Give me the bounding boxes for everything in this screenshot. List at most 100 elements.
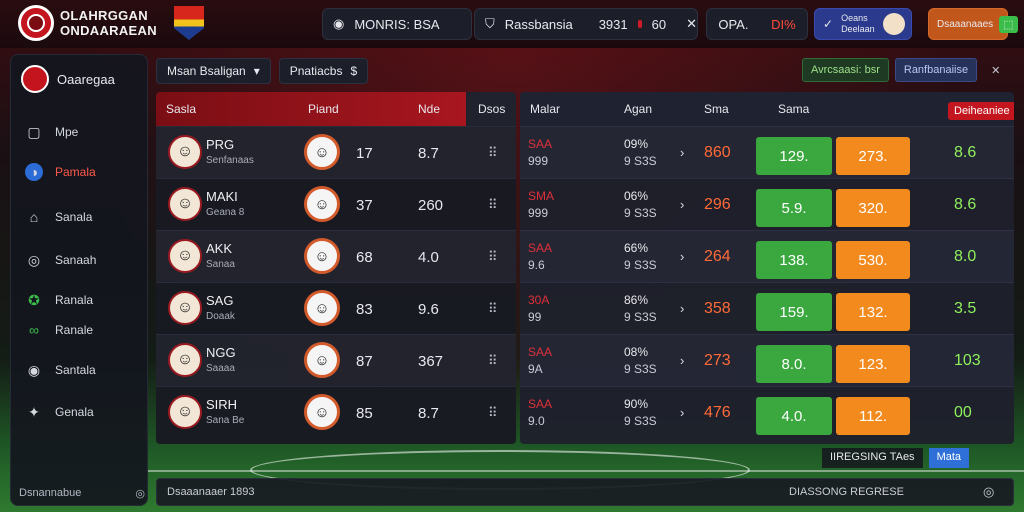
stat-value: 8.7 xyxy=(418,145,439,162)
sidebar-item-label: Pamala xyxy=(55,165,96,179)
table-row[interactable]: ☺ AKK Sanaa ☺ 68 4.0 ⠿ xyxy=(156,230,516,282)
sidebar: Oaaregaa ▢ Mpe ◑ Pamala ⌂ Sanala ◎ Sanaa… xyxy=(10,54,148,506)
chevron-right-icon[interactable]: › xyxy=(680,197,685,212)
odds-button-away[interactable]: 273. xyxy=(836,137,910,175)
odds-percent: 86% xyxy=(624,293,649,307)
search-text: MONRIS: BSA xyxy=(354,16,440,32)
table-row[interactable]: ☺ PRG Senfanaas ☺ 17 8.7 ⠿ xyxy=(156,126,516,178)
sidebar-item-sanaah[interactable]: ◎ Sanaah xyxy=(25,251,96,269)
team-badge-icon: ☺ xyxy=(304,186,340,222)
chevron-right-icon[interactable]: › xyxy=(680,353,685,368)
column-header[interactable]: Malar xyxy=(530,102,561,116)
more-options-icon[interactable]: ⠿ xyxy=(488,145,498,160)
more-options-icon[interactable]: ⠿ xyxy=(488,301,498,316)
odds-summary[interactable]: OPA. DI% xyxy=(706,8,808,40)
sidebar-item-label: Sanaah xyxy=(55,253,97,267)
odds-button-away[interactable]: 112. xyxy=(836,397,910,435)
odds-button-away[interactable]: 320. xyxy=(836,189,910,227)
sidebar-item-santala[interactable]: ◉ Santala xyxy=(25,361,96,379)
sidebar-item-label: Mpe xyxy=(55,125,79,139)
odds-button-home[interactable]: 8.0. xyxy=(756,345,832,383)
brand-line-2: ONDAARAEAN xyxy=(60,23,157,38)
more-options-icon[interactable]: ⠿ xyxy=(488,405,498,420)
live-tag[interactable]: Deiheaniee xyxy=(948,102,1014,120)
sidebar-footer-label: Dsnannabue xyxy=(19,487,82,499)
odds-button-home[interactable]: 129. xyxy=(756,137,832,175)
league-dropdown[interactable]: Msan Bsaligan ▾ xyxy=(156,58,271,84)
odds-value: 860 xyxy=(704,144,731,161)
action-button-1[interactable]: Avrcsaasi: bsr xyxy=(802,58,889,82)
player-name: NGG xyxy=(206,345,236,360)
column-header[interactable]: Agan xyxy=(624,102,653,116)
close-icon[interactable]: ✕ xyxy=(686,16,697,31)
column-header[interactable]: Nde xyxy=(418,102,441,116)
odds-button-home[interactable]: 5.9. xyxy=(756,189,832,227)
wallet-label: Dsaaanaaes xyxy=(937,18,994,30)
odds-row[interactable]: SAA 9.0 90% 9 S3S › 476 4.0. 112. 00 xyxy=(520,386,1014,438)
odds-result: 3.5 xyxy=(954,300,977,317)
table-row[interactable]: ☺ SIRH Sana Be ☺ 85 8.7 ⠿ xyxy=(156,386,516,438)
odds-button-home[interactable]: 159. xyxy=(756,293,832,331)
player-subtitle: Geana 8 xyxy=(206,207,245,218)
odds-button-away[interactable]: 132. xyxy=(836,293,910,331)
column-header[interactable]: Sma xyxy=(704,102,729,116)
sidebar-item-mpe[interactable]: ▢ Mpe xyxy=(25,123,78,141)
chevron-right-icon[interactable]: › xyxy=(680,301,685,316)
search-bar[interactable]: ◉ MONRIS: BSA xyxy=(322,8,472,40)
chevron-right-icon[interactable]: › xyxy=(680,145,685,160)
sidebar-item-ranale[interactable]: ∞ Ranale xyxy=(25,321,93,339)
odds-code: 30A xyxy=(528,293,550,307)
odds-button-away[interactable]: 123. xyxy=(836,345,910,383)
odds-row[interactable]: SMA 999 06% 9 S3S › 296 5.9. 320. 8.6 xyxy=(520,178,1014,230)
stat-value: 85 xyxy=(356,405,373,422)
sidebar-item-genala[interactable]: ✦ Genala xyxy=(25,403,94,421)
refresh-icon[interactable]: ◎ xyxy=(983,484,995,499)
more-options-icon[interactable]: ⠿ xyxy=(488,353,498,368)
sidebar-item-sanala[interactable]: ⌂ Sanala xyxy=(25,208,93,226)
odds-button-away[interactable]: 530. xyxy=(836,241,910,279)
more-options-icon[interactable]: ⠿ xyxy=(488,197,498,212)
odds-row[interactable]: 30A 99 86% 9 S3S › 358 159. 132. 3.5 xyxy=(520,282,1014,334)
avatar xyxy=(882,13,905,35)
sidebar-footer[interactable]: Dsnannabue ◎ xyxy=(19,485,145,501)
more-options-icon[interactable]: ⠿ xyxy=(488,249,498,264)
odds-row[interactable]: SAA 9.6 66% 9 S3S › 264 138. 530. 8.0 xyxy=(520,230,1014,282)
action-button-2[interactable]: Ranfbanaiise xyxy=(894,58,978,82)
table-row[interactable]: ☺ SAG Doaak ☺ 83 9.6 ⠿ xyxy=(156,282,516,334)
odds-row[interactable]: SAA 999 09% 9 S3S › 860 129. 273. 8.6 xyxy=(520,126,1014,178)
sidebar-item-ranala[interactable]: ✪ Ranala xyxy=(25,291,93,309)
player-avatar: ☺ xyxy=(168,291,202,325)
odds-result: 8.0 xyxy=(954,248,977,265)
sidebar-item-pamala[interactable]: ◑ Pamala xyxy=(25,163,96,181)
table-row[interactable]: ☺ MAKI Geana 8 ☺ 37 260 ⠿ xyxy=(156,178,516,230)
odds-row[interactable]: SAA 9A 08% 9 S3S › 273 8.0. 123. 103 xyxy=(520,334,1014,386)
live-match-bar[interactable]: ⛉ Rassbansia 3931 60 ✕ xyxy=(474,8,698,40)
odds-button-home[interactable]: 4.0. xyxy=(756,397,832,435)
brand-logo[interactable] xyxy=(18,5,54,41)
odds-button-home[interactable]: 138. xyxy=(756,241,832,279)
search-icon: ◉ xyxy=(333,16,345,31)
odds-code-sub: 99 xyxy=(528,310,542,324)
odds-table: Malar Agan Sma Sama Deiheaniee SAA 999 0… xyxy=(520,92,1014,444)
column-header[interactable]: Sama xyxy=(778,102,810,116)
player-avatar: ☺ xyxy=(168,239,202,273)
column-header[interactable]: Dsos xyxy=(478,102,506,116)
stat-value: 68 xyxy=(356,249,373,266)
brand-line-1: OLAHRGGAN xyxy=(60,8,148,23)
wallet-button[interactable]: Dsaaanaaes ⬚ xyxy=(928,8,1018,40)
bottom-left-label: Dsaaanaaer 1893 xyxy=(167,486,255,498)
odds-result: 103 xyxy=(954,352,981,369)
chevron-right-icon[interactable]: › xyxy=(680,405,685,420)
team-badge-icon: ☺ xyxy=(304,342,340,378)
user-profile-button[interactable]: ✓ Oeans Deelaan xyxy=(814,8,912,40)
column-header[interactable]: Piand xyxy=(308,102,339,116)
settings-icon[interactable]: ◎ xyxy=(135,487,145,500)
chevron-right-icon[interactable]: › xyxy=(680,249,685,264)
filter-button[interactable]: Pnatiacbs $ xyxy=(278,58,369,84)
close-icon[interactable]: ✕ xyxy=(991,64,1001,77)
column-header[interactable]: Sasla xyxy=(166,102,197,116)
status-button[interactable]: Mata xyxy=(928,448,970,468)
stat-value: 37 xyxy=(356,197,373,214)
table-row[interactable]: ☺ NGG Saaaa ☺ 87 367 ⠿ xyxy=(156,334,516,386)
player-subtitle: Senfanaas xyxy=(206,155,254,166)
